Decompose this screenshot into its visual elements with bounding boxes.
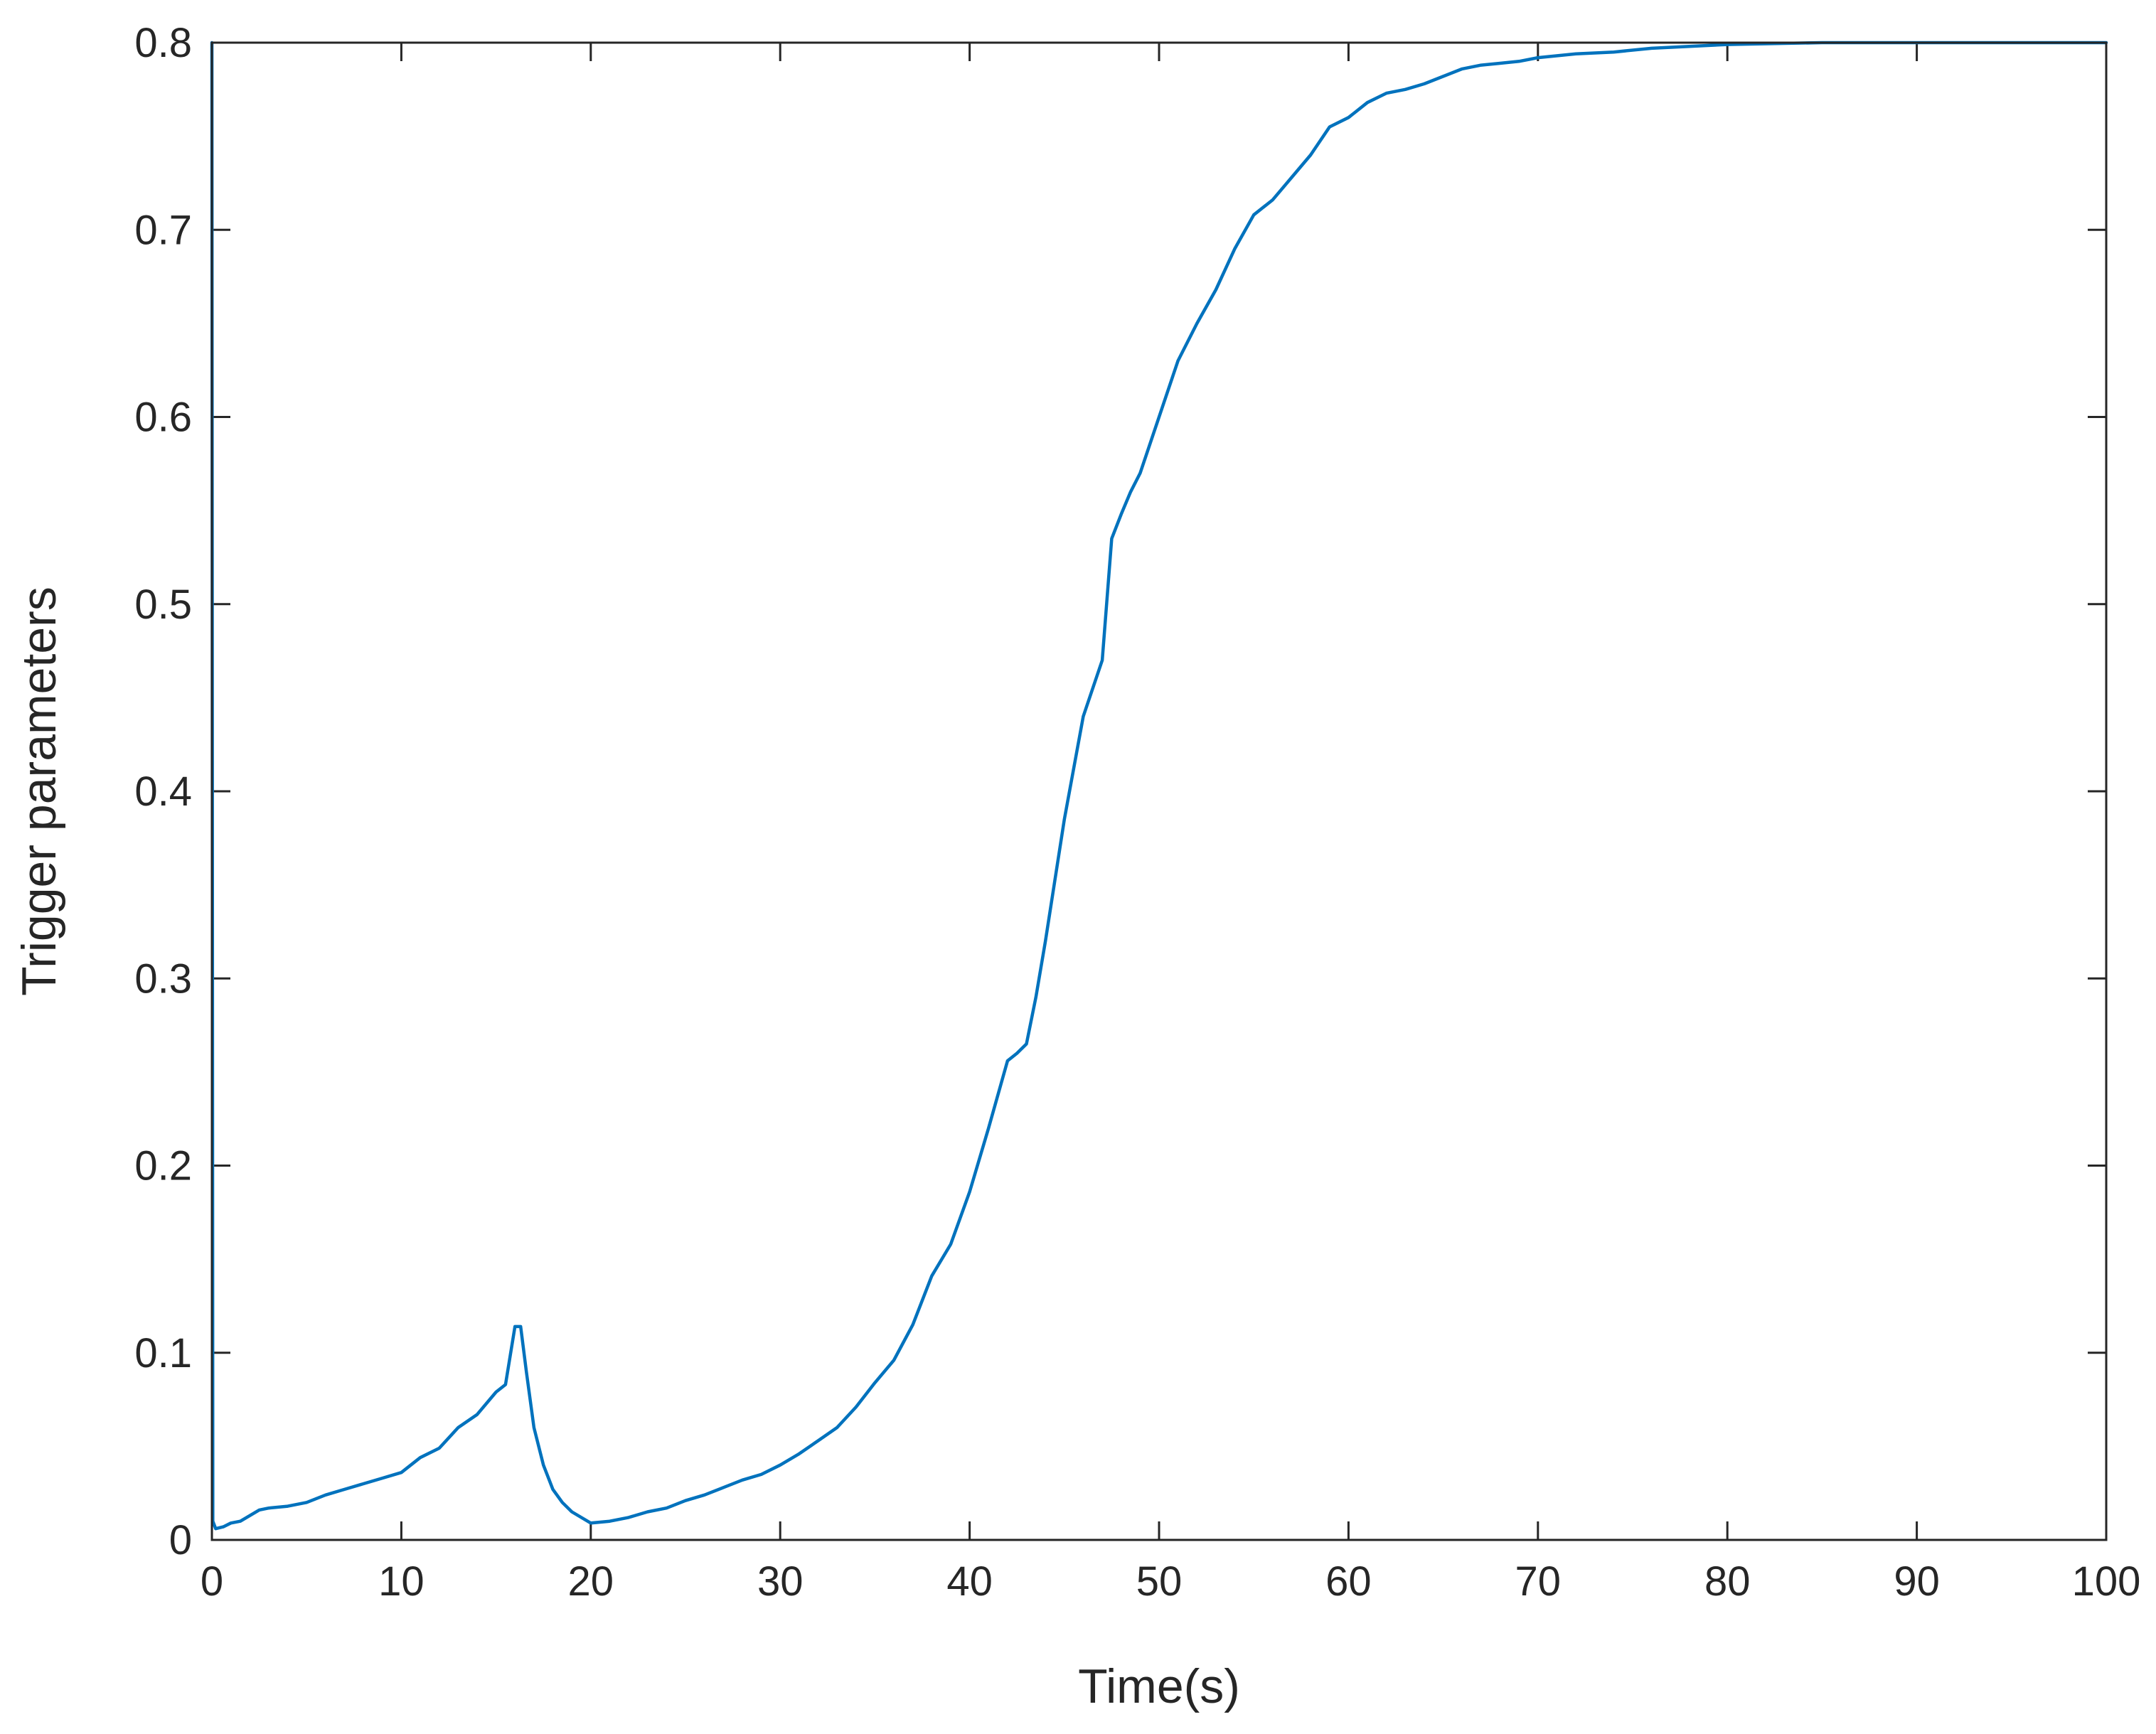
y-tick-label: 0.1: [134, 1330, 192, 1376]
y-tick-label: 0.4: [134, 769, 192, 815]
y-tick-label: 0.8: [134, 20, 192, 66]
tick-labels: 0 10 20 30 40 50 60 70 80 90 100 0 0.1 0.2 0.3 0.4 0.5 0.…: [134, 20, 2140, 1605]
y-tick-label: 0.7: [134, 207, 192, 253]
x-tick-label: 70: [1515, 1558, 1562, 1605]
x-tick-label: 100: [2072, 1558, 2141, 1605]
x-tick-label: 10: [378, 1558, 425, 1605]
x-tick-label: 30: [757, 1558, 804, 1605]
y-tick-label: 0.5: [134, 582, 192, 628]
series-layer: [210, 41, 2108, 1531]
x-tick-label: 60: [1325, 1558, 1372, 1605]
plot-area-box: [210, 41, 2108, 1541]
x-tick-label: 80: [1704, 1558, 1751, 1605]
x-axis-label: Time(s): [1078, 1659, 1240, 1713]
y-tick-label: 0.2: [134, 1143, 192, 1189]
y-tick-label: 0.6: [134, 395, 192, 441]
x-tick-label: 20: [568, 1558, 614, 1605]
x-tick-label: 90: [1894, 1558, 1940, 1605]
y-axis-label: Trigger parameters: [12, 587, 66, 996]
x-tick-label: 50: [1136, 1558, 1183, 1605]
y-tick-label: 0.3: [134, 956, 192, 1002]
y-tick-label: 0: [169, 1517, 192, 1563]
x-tick-label: 0: [201, 1558, 223, 1605]
x-tick-label: 40: [946, 1558, 993, 1605]
series-line: [210, 41, 2108, 1531]
